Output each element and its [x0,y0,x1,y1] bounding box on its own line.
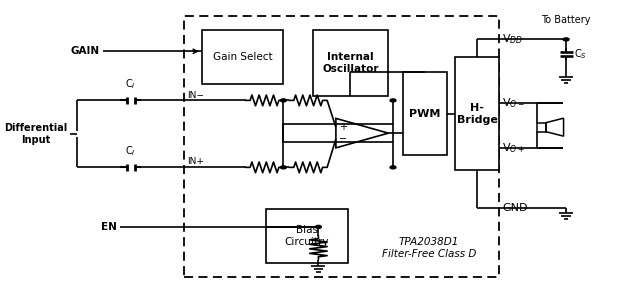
Text: C$_I$: C$_I$ [126,144,136,158]
Circle shape [281,166,286,169]
Circle shape [390,166,396,169]
Text: V$_{O-}$: V$_{O-}$ [502,97,525,110]
Circle shape [281,99,286,102]
Text: Internal
Oscillator: Internal Oscillator [322,52,379,74]
Circle shape [315,225,322,228]
Text: GAIN: GAIN [71,46,100,56]
Text: Gain Select: Gain Select [213,52,273,62]
Text: V$_{O+}$: V$_{O+}$ [502,141,525,155]
Bar [185,16,499,277]
Text: GND: GND [502,202,528,213]
Text: V$_{DD}$: V$_{DD}$ [502,33,523,46]
Text: EN: EN [102,222,117,232]
Text: IN+: IN+ [187,158,204,167]
Text: H-
Bridge: H- Bridge [457,103,497,125]
Text: IN−: IN− [187,91,204,100]
Text: PWM: PWM [409,109,440,119]
Bar [202,30,283,84]
Circle shape [563,38,569,41]
Text: Bias
Circuitry: Bias Circuitry [284,225,329,247]
Text: To Battery: To Battery [541,15,591,25]
Text: TPA2038D1
Filter-Free Class D: TPA2038D1 Filter-Free Class D [382,237,476,259]
Bar [266,209,347,263]
Text: +: + [340,122,347,132]
Text: C$_I$: C$_I$ [126,77,136,91]
Text: Differential
Input: Differential Input [4,123,68,145]
Bar [537,123,546,132]
Bar [313,30,388,96]
Text: −: − [339,134,347,144]
Circle shape [390,99,396,102]
Bar [403,72,447,155]
Text: C$_S$: C$_S$ [574,47,587,61]
Bar [455,57,499,170]
